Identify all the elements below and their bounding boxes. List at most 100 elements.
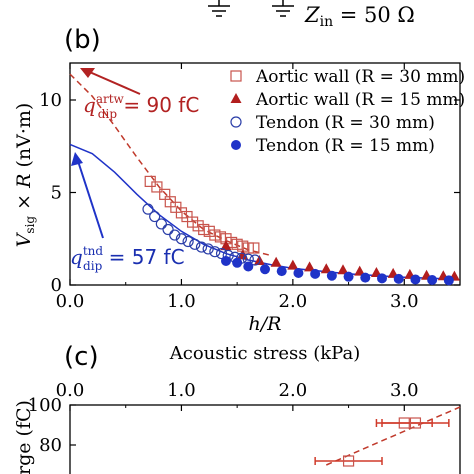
- panel-c-tick-labels: 0.0 1.0 2.0 3.0 80 100: [28, 380, 419, 456]
- panel-b-tick-labels: 0.0 1.0 2.0 3.0 0 5 10: [39, 90, 419, 312]
- panel-c-ticks: [69, 404, 405, 446]
- top-strip: Zin = 50 Ω: [208, 0, 415, 30]
- data-point: [427, 275, 438, 286]
- data-point: [304, 261, 316, 272]
- panel-b: (b) Vsig × R (nV·m) 0.0 1.0 2.0 3.0 0 5 10 Aor…: [13, 25, 465, 335]
- panel-c-data-points: [314, 417, 450, 467]
- data-point: [155, 218, 167, 230]
- data-point: [189, 238, 201, 250]
- ylabel-r: R: [13, 174, 35, 189]
- data-point: [310, 268, 321, 279]
- annotation-tendon: qtnd dip = 57 fC: [70, 152, 185, 273]
- ylabel-times: ×: [13, 188, 35, 216]
- ylabel-unit: (nV·m): [13, 103, 35, 174]
- y-tick-label: 10: [39, 90, 62, 111]
- legend-marker: [230, 93, 242, 103]
- legend-label: Tendon (R = 15 mm): [256, 136, 435, 156]
- annotation-aortic: qartw dip = 90 fC: [80, 68, 199, 121]
- data-point: [215, 247, 228, 260]
- ground-symbol-left: [208, 0, 230, 17]
- c-x-tick-label: 1.0: [167, 380, 196, 401]
- panel-b-label: (b): [64, 25, 101, 55]
- panel-c-fit-lines: [326, 406, 461, 466]
- panel-c-ylabel: rge (fC): [13, 400, 35, 474]
- data-point: [343, 271, 354, 282]
- series-3: [221, 255, 454, 286]
- data-point: [360, 272, 371, 283]
- annotation-aortic-arrowhead: [80, 68, 95, 78]
- annotation-tendon-text: qtnd dip = 57 fC: [70, 244, 185, 273]
- c-x-tick-label: 3.0: [390, 380, 419, 401]
- data-point: [195, 241, 208, 253]
- panel-c: (c) Acoustic stress (kPa) rge (fC) 0.0 1.…: [13, 342, 461, 474]
- legend-label: Tendon (R = 30 mm): [256, 113, 435, 133]
- panel-b-legend: Aortic wall (R = 30 mm) Aortic wall (R = …: [230, 67, 465, 156]
- data-point: [209, 246, 221, 258]
- panel-c-frame: [69, 404, 461, 474]
- data-point: [243, 261, 254, 272]
- c-x-tick-label: 2.0: [279, 380, 308, 401]
- annotation-aortic-arrow-line: [84, 69, 141, 95]
- panel-b-data-points: [142, 175, 460, 286]
- c-y-tick-label: 80: [39, 435, 62, 456]
- data-point: [182, 235, 194, 248]
- zin-label: Zin = 50 Ω: [304, 3, 415, 30]
- data-point: [249, 254, 261, 266]
- data-point: [337, 264, 349, 275]
- panel-b-ylabel: Vsig × R (nV·m): [13, 103, 37, 248]
- data-point: [287, 259, 299, 270]
- x-tick-label: 2.0: [279, 291, 308, 312]
- legend-marker: [231, 140, 241, 150]
- data-point: [393, 273, 404, 284]
- data-point: [220, 240, 232, 251]
- data-point: [232, 257, 243, 268]
- data-point: [142, 203, 154, 215]
- series-1: [220, 240, 460, 281]
- legend-label: Aortic wall (R = 15 mm): [255, 90, 465, 110]
- data-point: [276, 266, 287, 277]
- ylabel-v: V: [13, 231, 35, 247]
- data-point: [342, 455, 355, 467]
- data-point: [169, 229, 181, 241]
- legend-marker: [230, 116, 242, 128]
- data-point: [149, 210, 161, 223]
- data-point: [293, 267, 304, 278]
- data-point: [326, 270, 337, 281]
- ground-symbol-right: [272, 0, 294, 17]
- data-point: [270, 256, 282, 267]
- panel-b-xlabel: h/R: [249, 313, 282, 335]
- data-point: [202, 243, 214, 255]
- data-point: [221, 255, 231, 266]
- annotation-tendon-arrow-line: [76, 157, 104, 239]
- data-point: [409, 417, 422, 429]
- data-point: [260, 264, 270, 275]
- panel-c-top-xlabel: Acoustic stress (kPa): [169, 343, 360, 364]
- data-point: [175, 233, 188, 245]
- data-point: [354, 265, 366, 276]
- annotation-tendon-arrowhead: [71, 152, 83, 166]
- legend-marker: [230, 70, 242, 82]
- data-point: [377, 273, 387, 284]
- data-point: [248, 242, 260, 254]
- data-point: [151, 181, 163, 193]
- data-point: [443, 275, 454, 286]
- c-y-tick-label: 100: [28, 395, 62, 416]
- y-tick-label: 0: [51, 275, 62, 296]
- data-point: [320, 263, 332, 274]
- annotation-aortic-text: qartw dip = 90 fC: [83, 92, 199, 121]
- c-fit-line: [326, 406, 461, 466]
- c-x-tick-label: 0.0: [56, 380, 85, 401]
- y-tick-label: 5: [51, 183, 62, 204]
- panel-b-frame: [69, 62, 461, 286]
- data-point: [410, 274, 421, 285]
- panel-c-label: (c): [64, 342, 99, 372]
- x-tick-label: 0.0: [56, 291, 85, 312]
- legend-label: Aortic wall (R = 30 mm): [255, 67, 465, 87]
- x-tick-label: 3.0: [390, 291, 419, 312]
- svg-text:Vsig × R (nV·m): Vsig × R (nV·m): [13, 103, 37, 248]
- data-point: [162, 223, 174, 236]
- panel-b-ticks: [69, 63, 460, 286]
- x-tick-label: 1.0: [167, 291, 196, 312]
- ylabel-sub: sig: [23, 216, 37, 234]
